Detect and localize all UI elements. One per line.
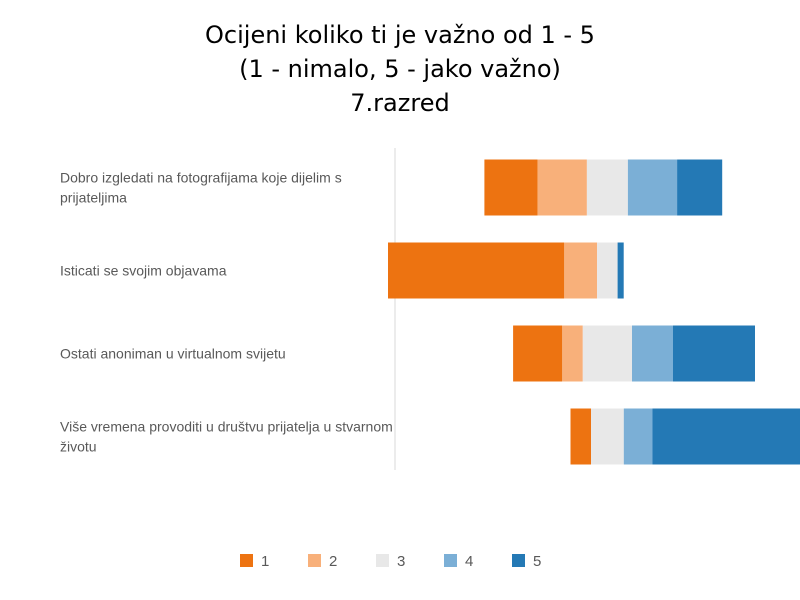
- bar-segment-1: [513, 325, 563, 382]
- legend-swatch: [308, 554, 321, 567]
- bar-segment-1: [484, 159, 538, 216]
- bar-segment-3: [582, 325, 632, 382]
- category-label: prijateljima: [60, 190, 127, 206]
- bar-segment-4: [627, 159, 678, 216]
- legend-swatch: [512, 554, 525, 567]
- bar-segment-3: [591, 408, 624, 465]
- category-label: Isticati se svojim objavama: [60, 263, 227, 279]
- bar-segment-1: [570, 408, 591, 465]
- category-label: životu: [60, 439, 97, 455]
- chart-title-line-2: (1 - nimalo, 5 - jako važno): [239, 55, 561, 83]
- bar-segment-5: [673, 325, 755, 382]
- legend-label: 3: [397, 553, 405, 570]
- legend-swatch: [240, 554, 253, 567]
- chart-title-line-3: 7.razred: [350, 89, 450, 117]
- bar-segment-2: [537, 159, 587, 216]
- legend-label: 5: [533, 553, 541, 570]
- bar-segment-2: [564, 242, 598, 299]
- bar-segment-3: [586, 159, 628, 216]
- bar-segment-5: [677, 159, 723, 216]
- bar-segment-4: [623, 408, 653, 465]
- category-label: Ostati anoniman u virtualnom svijetu: [60, 346, 286, 362]
- bar-segment-3: [597, 242, 618, 299]
- legend-swatch: [444, 554, 457, 567]
- bar-segment-2: [562, 325, 583, 382]
- category-label: Više vremena provoditi u društvu prijate…: [60, 419, 393, 435]
- category-label: Dobro izgledati na fotografijama koje di…: [60, 170, 342, 186]
- bar-segment-1: [388, 242, 565, 299]
- legend-swatch: [376, 554, 389, 567]
- legend-label: 2: [329, 553, 337, 570]
- legend: 1 2 3 4 5: [240, 553, 541, 570]
- chart-title: Ocijeni koliko ti je važno od 1 - 5 (1 -…: [0, 18, 800, 120]
- legend-label: 4: [465, 553, 473, 570]
- legend-label: 1: [261, 553, 269, 570]
- bar-segment-4: [632, 325, 673, 382]
- bar-segment-5: [652, 408, 800, 465]
- category-labels: Dobro izgledati na fotografijama koje di…: [60, 170, 393, 455]
- bars: [388, 159, 800, 465]
- bar-segment-5: [617, 242, 624, 299]
- chart-title-line-1: Ocijeni koliko ti je važno od 1 - 5: [205, 21, 595, 49]
